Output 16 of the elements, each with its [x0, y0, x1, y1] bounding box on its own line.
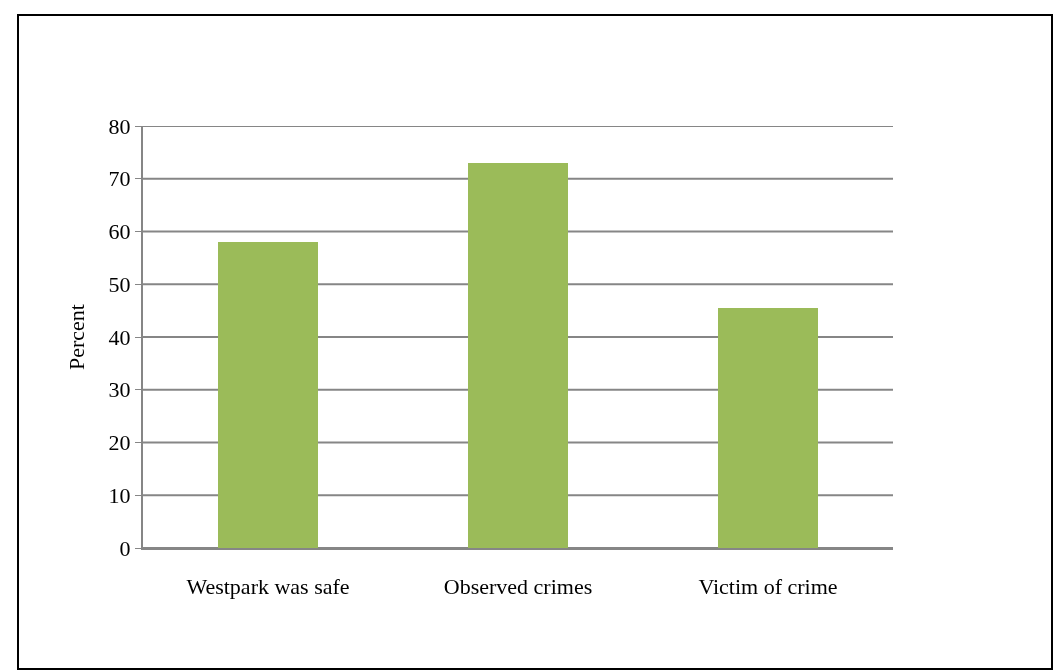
y-tick-label: 70	[108, 166, 131, 192]
y-tick-label: 50	[108, 271, 131, 297]
y-tick-label: 80	[108, 113, 131, 139]
y-tick-label: 60	[108, 219, 131, 245]
x-tick-label: Observed crimes	[443, 574, 593, 600]
y-axis-title: Percent	[63, 304, 89, 370]
y-tick-label: 10	[108, 482, 131, 508]
bar	[718, 307, 818, 548]
x-tick-label: Victim of crime	[698, 574, 838, 600]
y-tick-label: 40	[108, 324, 131, 350]
y-tick-label: 30	[108, 377, 131, 403]
bar	[468, 162, 568, 548]
x-tick-label: Westpark was safe	[186, 574, 350, 600]
y-tick-label: 0	[119, 535, 131, 561]
bar	[218, 242, 318, 548]
y-tick-label: 20	[108, 430, 131, 456]
